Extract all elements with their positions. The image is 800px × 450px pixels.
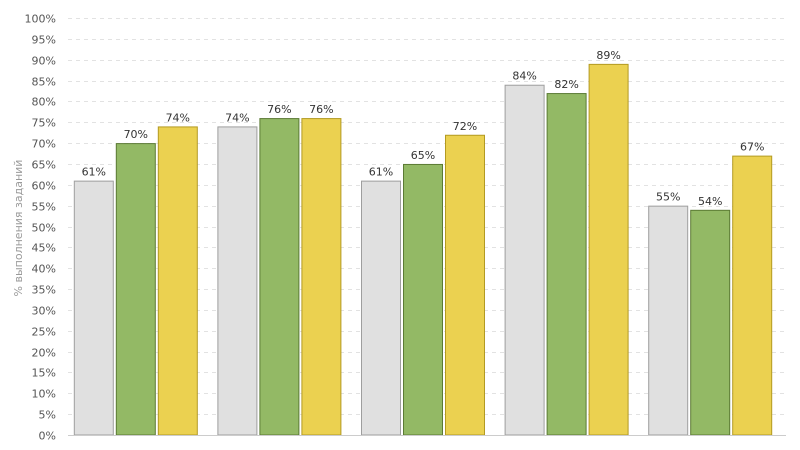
- bar-value-label: 61%: [82, 166, 106, 179]
- bar: [588, 63, 629, 436]
- y-tick-label: 50%: [32, 222, 56, 235]
- bar: [115, 143, 156, 436]
- bar-value-label: 70%: [124, 128, 148, 141]
- y-axis-ticks: 0% 5% 10% 15% 20% 25% 30% 35% 40% 45% 50% 55% 60% 65%…: [25, 13, 56, 443]
- bar: [361, 180, 401, 436]
- bar: [732, 155, 773, 436]
- bar: [301, 118, 342, 436]
- bar: [445, 134, 485, 436]
- bar-value-label: 61%: [369, 166, 393, 179]
- bar: [648, 205, 689, 436]
- bar-value-label: 84%: [512, 70, 536, 83]
- bar-value-label: 74%: [225, 111, 249, 124]
- y-tick-label: 5%: [39, 409, 56, 422]
- bar-value-label: 82%: [554, 78, 578, 91]
- y-tick-label: 45%: [32, 242, 56, 255]
- bar: [504, 84, 545, 436]
- y-tick-label: 60%: [32, 180, 56, 193]
- y-tick-label: 25%: [32, 326, 56, 339]
- y-tick-label: 40%: [32, 263, 56, 276]
- y-tick-label: 30%: [32, 305, 56, 318]
- y-tick-label: 100%: [25, 13, 56, 26]
- y-tick-label: 80%: [32, 96, 56, 109]
- bar-value-label: 89%: [596, 49, 620, 62]
- y-axis-title: % выполнения заданий: [12, 160, 25, 297]
- bar: [217, 126, 258, 436]
- y-tick-label: 20%: [32, 347, 56, 360]
- bar: [73, 180, 114, 436]
- bar-value-label: 74%: [166, 111, 190, 124]
- y-tick-label: 70%: [32, 138, 56, 151]
- bar: [690, 209, 731, 436]
- y-tick-label: 15%: [32, 367, 56, 380]
- y-tick-label: 35%: [32, 284, 56, 297]
- bar-value-label: 76%: [309, 103, 333, 116]
- bar-layer: [73, 63, 773, 436]
- bar: [403, 163, 443, 436]
- y-tick-label: 90%: [32, 55, 56, 68]
- bar: [157, 126, 198, 436]
- bar-value-label: 54%: [698, 195, 722, 208]
- data-label-layer: 61% 70% 74% 74% 76% 76% 61% 65% 72% 84% 82% 89% 55% 5…: [82, 49, 765, 208]
- y-tick-label: 10%: [32, 388, 56, 401]
- bar-value-label: 65%: [411, 149, 435, 162]
- bar-value-label: 76%: [267, 103, 291, 116]
- bar: [259, 118, 300, 436]
- y-tick-label: 55%: [32, 201, 56, 214]
- bar-value-label: 67%: [740, 141, 764, 154]
- bar-value-label: 55%: [656, 191, 680, 204]
- bar: [546, 93, 587, 436]
- y-tick-label: 65%: [32, 159, 56, 172]
- y-tick-label: 75%: [32, 117, 56, 130]
- y-tick-label: 85%: [32, 76, 56, 89]
- y-tick-label: 95%: [32, 34, 56, 47]
- y-tick-label: 0%: [39, 430, 56, 443]
- bar-value-label: 72%: [453, 120, 477, 133]
